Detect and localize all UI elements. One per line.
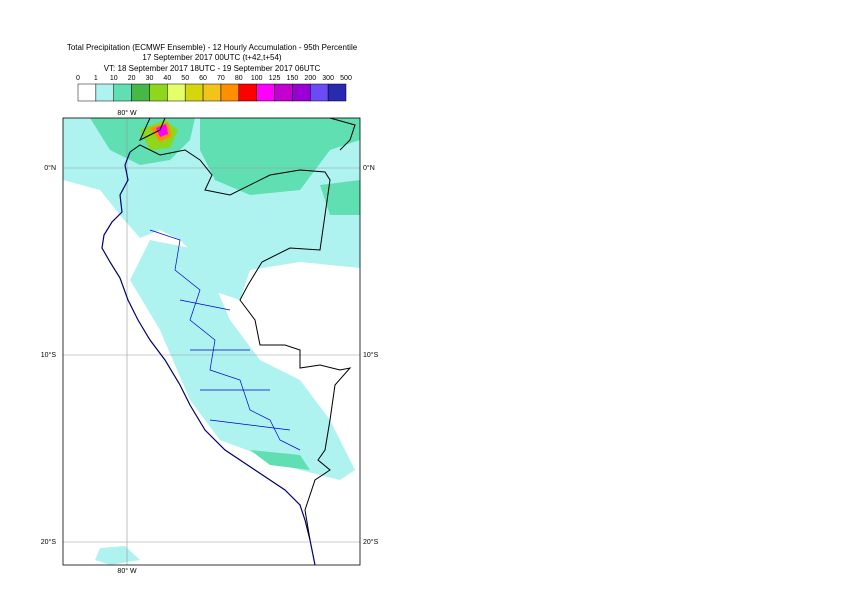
precip-area (130, 240, 355, 480)
colorbar-box (274, 83, 293, 102)
lat-label: 10°S (41, 351, 57, 359)
lat-label: 0°N (363, 164, 375, 172)
precip-area (156, 124, 168, 137)
colorbar-label: 0 (76, 75, 80, 82)
lat-label: 20°S (41, 538, 57, 546)
colorbar-box (184, 83, 204, 102)
colorbar-label: 40 (163, 75, 171, 82)
colorbar-label: 100 (251, 75, 263, 82)
colorbar-box (149, 83, 168, 102)
colorbar-label: 50 (181, 75, 189, 82)
title-line: VT: 18 September 2017 18UTC - 19 Septemb… (104, 64, 321, 73)
colorbar-label: 80 (235, 75, 243, 82)
lat-label: 20°S (363, 538, 379, 546)
colorbar-box (310, 83, 329, 102)
colorbar-box (202, 83, 222, 102)
colorbar-label: 125 (269, 75, 281, 82)
colorbar-label: 60 (199, 75, 207, 82)
colorbar-box (327, 83, 347, 102)
colorbar-box (292, 83, 311, 102)
admin-border (149, 229, 301, 451)
colorbar-box (113, 83, 132, 102)
lon-label: 80° W (117, 109, 137, 117)
precip-area (320, 180, 360, 215)
lon-label: 80° W (117, 567, 137, 575)
colorbar-label: 1 (94, 75, 98, 82)
precip-area (95, 546, 140, 565)
colorbar-label: 20 (128, 75, 136, 82)
precip-area (200, 118, 360, 195)
title-line: 17 September 2017 00UTC (t+42,t+54) (142, 53, 282, 62)
colorbar-box (131, 83, 150, 102)
colorbar-box (256, 83, 275, 102)
colorbar-box (167, 83, 186, 102)
colorbar-label: 10 (110, 75, 118, 82)
lat-label: 0°N (44, 164, 56, 172)
coastline (101, 151, 316, 565)
colorbar-label: 500 (340, 75, 352, 82)
colorbar-box (77, 83, 97, 102)
lat-label: 10°S (363, 351, 379, 359)
border (129, 144, 352, 541)
colorbar-label: 150 (287, 75, 299, 82)
colorbar-label: 200 (304, 75, 316, 82)
colorbar-label: 30 (146, 75, 154, 82)
precip-area (250, 450, 310, 470)
border (138, 118, 356, 151)
map-frame (62, 117, 361, 566)
title-line: Total Precipitation (ECMWF Ensemble) - 1… (67, 43, 358, 52)
colorbar-box (95, 83, 114, 102)
colorbar-label: 300 (322, 75, 334, 82)
colorbar-label: 70 (217, 75, 225, 82)
colorbar-box (238, 83, 257, 102)
colorbar-box (220, 83, 240, 102)
map (63, 118, 360, 565)
